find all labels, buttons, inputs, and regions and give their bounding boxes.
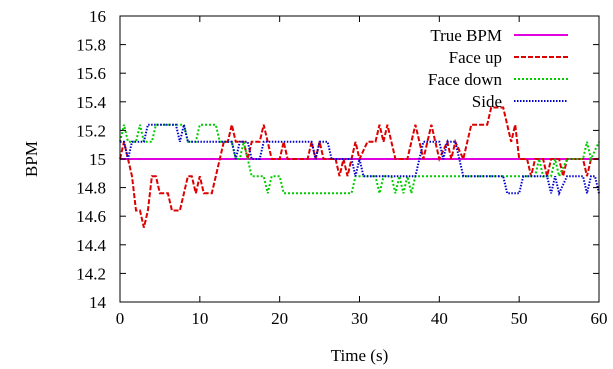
legend-label-2: Face down [428,70,503,89]
y-tick-label: 14.8 [76,179,106,198]
y-axis-label: BPM [22,141,41,177]
legend-label-1: Face up [449,48,502,67]
legend-label-0: True BPM [430,26,502,45]
legend-label-3: Side [472,92,502,111]
x-tick-label: 60 [591,309,608,328]
x-tick-label: 0 [116,309,125,328]
series-line-3 [120,123,600,197]
series-line-1 [119,106,599,228]
y-tick-label: 15.2 [76,121,106,140]
x-tick-label: 50 [511,309,528,328]
axes-group: 0 10 20 30 40 50 60 14 14.2 14.4 14.6 14.8 15 15.2 15.… [76,7,607,328]
legend: True BPM Face up Face down Side [428,26,568,111]
y-tick-label: 15.6 [76,64,106,83]
y-tick-label: 16 [89,7,106,26]
y-tick-label: 14.6 [76,207,106,226]
x-tick-label: 30 [351,309,368,328]
y-tick-label: 15 [89,150,106,169]
y-tick-label: 14.4 [76,236,106,255]
y-tick-label: 14 [89,293,107,312]
series-group [119,106,600,228]
y-tick-label: 15.4 [76,93,106,112]
x-axis-label: Time (s) [331,346,388,365]
x-tick-label: 20 [271,309,288,328]
x-tick-label: 10 [191,309,208,328]
x-tick-label: 40 [431,309,448,328]
y-tick-label: 15.8 [76,36,106,55]
y-tick-label: 14.2 [76,264,106,283]
